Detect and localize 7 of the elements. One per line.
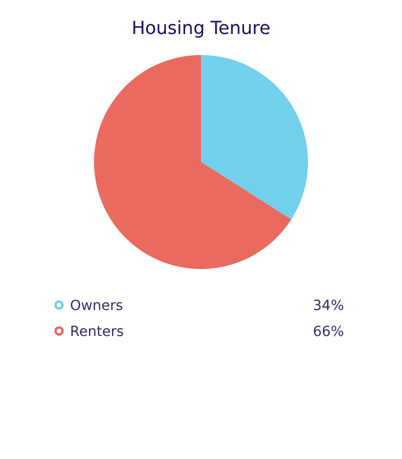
data-label: 66% <box>312 324 344 340</box>
legend-label: Owners <box>70 298 124 314</box>
legend-label: Renters <box>70 324 124 340</box>
chart-title: Housing Tenure <box>132 18 270 39</box>
pie-slice <box>201 55 308 220</box>
pie-slice <box>94 55 292 269</box>
data-label: 34% <box>312 298 344 314</box>
